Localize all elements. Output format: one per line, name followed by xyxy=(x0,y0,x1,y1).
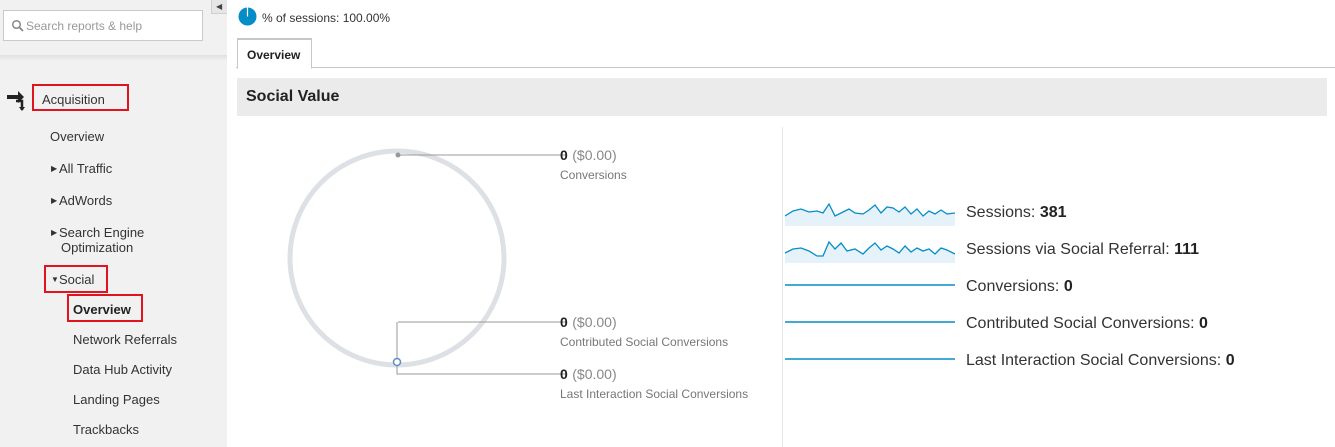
sidebar-item-all-traffic[interactable]: ▶ All Traffic xyxy=(51,161,112,176)
sparkline-social-referral xyxy=(785,240,955,263)
metric-money: ($0.00) xyxy=(572,147,617,163)
metric-label: Last Interaction Social Conversions xyxy=(560,387,749,401)
metric-value: 0 xyxy=(560,147,568,163)
sidebar-item-label: Search Engine xyxy=(59,225,145,240)
caret-right-icon: ▶ xyxy=(51,228,58,237)
sparkline-contributed-label: Contributed Social Conversions: 0 xyxy=(966,315,1208,333)
sidebar-subitem-landing-pages[interactable]: Landing Pages xyxy=(73,392,160,407)
section-header: Social Value xyxy=(237,78,1327,116)
sidebar xyxy=(0,0,227,447)
connector-dot xyxy=(395,152,401,158)
metric-value: 0 xyxy=(560,314,568,330)
sparkline-value: 0 xyxy=(1225,352,1235,369)
last-interaction-metric: 0 ($0.00) Last Interaction Social Conver… xyxy=(560,366,748,401)
tab-divider xyxy=(236,67,1335,68)
tab-overview[interactable]: Overview xyxy=(237,38,312,69)
sparkline-label: Conversions: xyxy=(966,278,1060,295)
sparkline-last-interaction xyxy=(785,358,955,360)
divider xyxy=(0,55,227,61)
conversions-metric: 0 ($0.00) Conversions xyxy=(560,147,627,182)
collapse-sidebar-button[interactable]: ◀ xyxy=(211,0,227,14)
sparkline-contributed xyxy=(785,321,955,323)
metric-label: Conversions xyxy=(560,168,627,182)
sparkline-value: 381 xyxy=(1039,204,1067,221)
connector-line xyxy=(396,322,566,375)
sidebar-item-social[interactable]: ▼Social xyxy=(51,272,94,287)
sparkline-last-interaction-label: Last Interaction Social Conversions: 0 xyxy=(966,352,1235,370)
section-title: Social Value xyxy=(246,88,340,105)
chevron-left-icon: ◀ xyxy=(216,2,223,11)
sidebar-subitem-trackbacks[interactable]: Trackbacks xyxy=(73,422,139,437)
highlight-box xyxy=(32,84,129,111)
sidebar-item-adwords[interactable]: ▶ AdWords xyxy=(51,193,112,208)
sparkline-conversions xyxy=(785,284,955,286)
sidebar-item-label: All Traffic xyxy=(59,161,113,176)
sparkline-label: Contributed Social Conversions: xyxy=(966,315,1195,332)
sidebar-item-label: Optimization xyxy=(61,240,134,255)
sparkline-sessions xyxy=(785,202,955,226)
sidebar-subitem-network-referrals[interactable]: Network Referrals xyxy=(73,332,178,347)
search-input[interactable] xyxy=(26,17,196,35)
column-divider xyxy=(782,127,783,447)
social-value-diagram xyxy=(287,148,566,375)
contributed-metric: 0 ($0.00) Contributed Social Conversions xyxy=(560,314,728,349)
acquisition-icon xyxy=(7,91,25,111)
sparkline-value: 111 xyxy=(1174,241,1200,258)
sparkline-social-referral-label: Sessions via Social Referral: 111 xyxy=(966,241,1199,259)
metric-label: Contributed Social Conversions xyxy=(560,335,729,349)
sparkline-sessions-label: Sessions: 381 xyxy=(966,204,1067,222)
sidebar-item-seo[interactable]: ▶ Search Engine Optimization xyxy=(51,225,144,255)
connector-dot xyxy=(392,357,402,367)
caret-right-icon: ▶ xyxy=(51,196,58,205)
caret-right-icon: ▶ xyxy=(51,164,58,173)
sidebar-item-label: Social xyxy=(59,272,95,287)
highlight-box xyxy=(67,294,143,322)
sidebar-subitem-data-hub-activity[interactable]: Data Hub Activity xyxy=(73,362,172,377)
sparkline-label: Sessions: xyxy=(966,204,1036,221)
metric-money: ($0.00) xyxy=(572,314,617,330)
sessions-percentage-label: % of sessions: 100.00% xyxy=(262,11,391,25)
sidebar-item-label: AdWords xyxy=(59,193,113,208)
sidebar-item-overview[interactable]: Overview xyxy=(50,129,105,144)
highlight-box xyxy=(44,265,108,293)
sparkline-label: Last Interaction Social Conversions: xyxy=(966,352,1222,369)
search-box[interactable] xyxy=(3,10,203,41)
caret-down-icon: ▼ xyxy=(51,275,59,284)
sparkline-value: 0 xyxy=(1063,278,1073,295)
sidebar-item-acquisition[interactable]: Acquisition xyxy=(42,92,105,107)
sparkline-value: 0 xyxy=(1199,315,1208,332)
search-icon xyxy=(11,19,24,32)
sidebar-subitem-overview[interactable]: Overview xyxy=(73,302,131,317)
sparkline-label: Sessions via Social Referral: xyxy=(966,241,1170,258)
sparkline-conversions-label: Conversions: 0 xyxy=(966,278,1073,296)
pie-icon xyxy=(238,7,257,26)
metric-money: ($0.00) xyxy=(572,366,617,382)
metric-value: 0 xyxy=(560,366,568,382)
